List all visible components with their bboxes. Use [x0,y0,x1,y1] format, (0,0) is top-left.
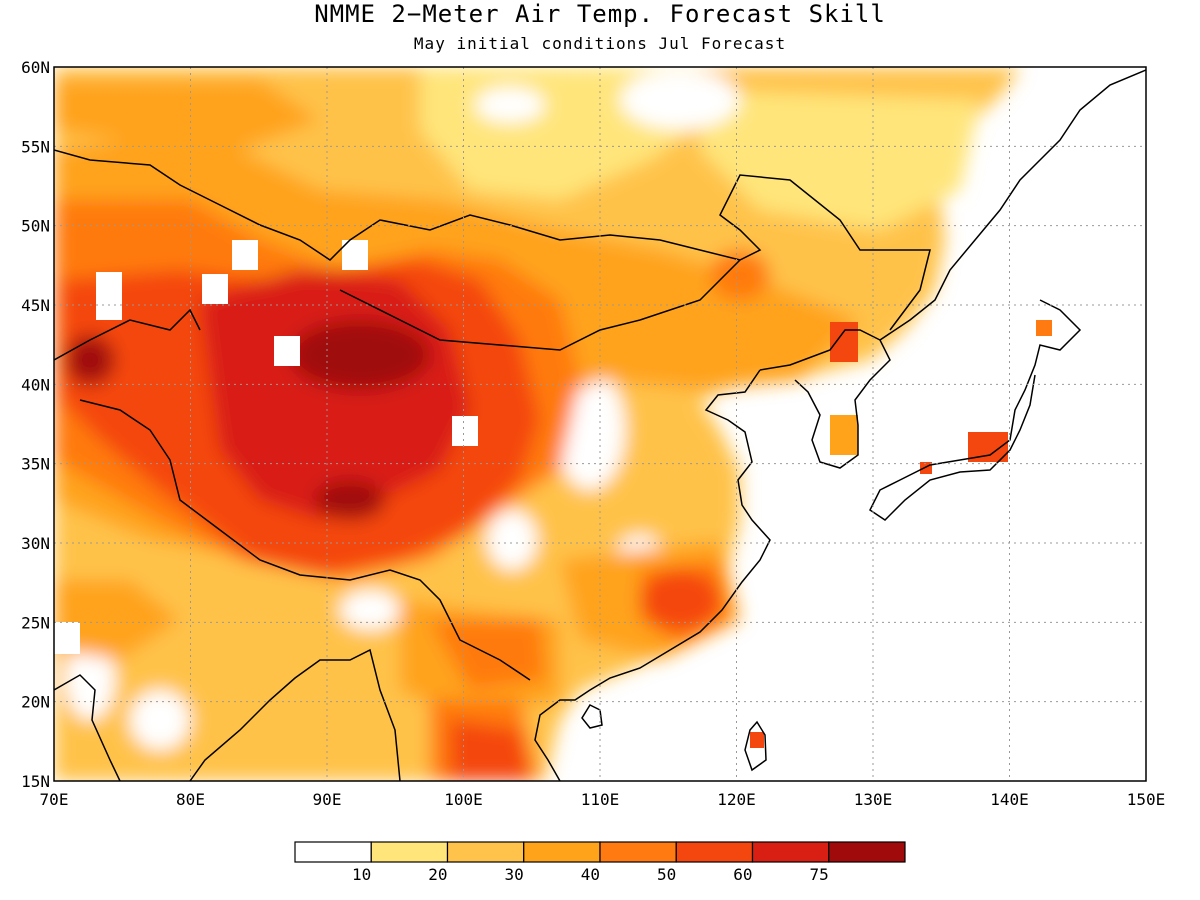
skill-field [54,67,1146,781]
colorbar-label-10: 10 [352,865,371,884]
lon-tick-90E: 90E [313,790,342,809]
lat-tick-labels: 15N 20N 25N 30N 35N 40N 45N 50N 55N 60N [21,58,50,791]
lon-tick-130E: 130E [854,790,893,809]
grid-lines [54,67,1146,781]
colorbar-swatch-5 [675,841,754,863]
colorbar-label-50: 50 [657,865,676,884]
lat-tick-35N: 35N [21,455,50,474]
colorbar-swatch-0 [294,841,372,863]
lon-tick-140E: 140E [990,790,1029,809]
colorbar-swatch-7 [828,841,906,863]
colorbar-label-30: 30 [504,865,523,884]
lat-tick-20N: 20N [21,693,50,712]
colorbar-swatch-3 [523,841,601,863]
colorbar: 10 20 30 40 50 60 75 [294,841,906,884]
colorbar-label-40: 40 [581,865,600,884]
colorbar-label-75: 75 [809,865,828,884]
map-subtitle: May initial conditions Jul Forecast [413,34,787,53]
colorbar-swatch-2 [446,841,525,863]
lat-tick-40N: 40N [21,375,50,394]
lon-tick-100E: 100E [444,790,483,809]
lon-tick-80E: 80E [176,790,205,809]
lon-tick-120E: 120E [717,790,756,809]
lat-tick-30N: 30N [21,534,50,553]
colorbar-swatch-4 [599,841,677,863]
lat-tick-60N: 60N [21,58,50,77]
lat-tick-15N: 15N [21,772,50,791]
colorbar-label-60: 60 [733,865,752,884]
lat-tick-50N: 50N [21,217,50,236]
coastlines [54,69,1146,781]
lon-tick-150E: 150E [1127,790,1166,809]
colorbar-swatch-6 [751,841,830,863]
plot-frame [53,66,1147,782]
lon-tick-labels: 70E 80E 90E 100E 110E 120E 130E 140E 150E [40,790,1166,809]
lon-tick-70E: 70E [40,790,69,809]
lat-tick-55N: 55N [21,137,50,156]
colorbar-swatch-1 [370,841,449,863]
lat-tick-45N: 45N [21,296,50,315]
map-title: NMME 2−Meter Air Temp. Forecast Skill [314,0,886,28]
colorbar-label-20: 20 [428,865,447,884]
lon-tick-110E: 110E [581,790,620,809]
lat-tick-25N: 25N [21,613,50,632]
